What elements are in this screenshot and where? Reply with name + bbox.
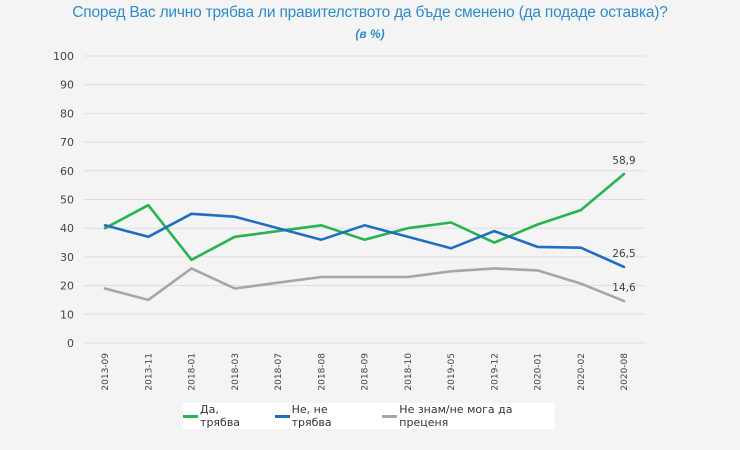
data-label: 26,5 [612,248,635,260]
x-tick-label: 2019-05 [447,353,457,391]
y-tick-label: 10 [60,308,74,321]
data-point [450,221,452,223]
data-point [320,224,322,226]
y-tick-label: 30 [60,251,74,264]
x-tick-label: 2020-08 [620,353,630,391]
x-tick-label: 2019-12 [490,353,500,391]
data-point [450,270,452,272]
data-point [580,247,582,249]
y-tick-label: 0 [67,337,74,350]
x-tick-label: 2018-03 [231,353,241,391]
data-point [234,236,236,238]
data-point [623,173,625,175]
data-point [277,282,279,284]
data-point [407,227,409,229]
x-tick-label: 2013-09 [101,353,111,391]
legend-label-no: Не, не трябва [291,403,332,429]
data-point [493,267,495,269]
data-point [493,230,495,232]
x-tick-label: 2018-08 [317,353,327,391]
data-point [623,300,625,302]
y-tick-label: 60 [60,165,74,178]
x-tick-label: 2020-01 [534,353,544,391]
legend-item-yes: Да, трябва [183,403,259,429]
legend-swatch-yes [183,414,199,418]
data-point [493,241,495,243]
legend-swatch-dont-know [382,414,398,418]
legend-item-no: Не, не трябва [274,403,367,429]
data-point [104,224,106,226]
series-line-dont-know [103,267,626,303]
series-line-no [103,212,626,269]
data-point [104,287,106,289]
legend-label-yes: Да, трябва [200,403,241,429]
y-tick-label: 70 [60,136,74,149]
data-point [277,227,279,229]
x-tick-label: 2018-07 [274,353,284,391]
data-point [580,209,582,211]
x-tick-label: 2013-11 [144,353,154,391]
data-point [234,287,236,289]
x-tick-label: 2018-10 [404,353,414,391]
data-point [623,266,625,268]
data-point [147,299,149,301]
data-point [536,246,538,248]
chart-title: Според Вас лично трябва ли правителствот… [72,4,668,21]
data-point [363,224,365,226]
data-point [320,276,322,278]
data-point [190,213,192,215]
y-tick-label: 100 [53,50,74,63]
data-point [363,238,365,240]
chart-subtitle: (в %) [355,27,385,41]
y-tick-label: 50 [60,194,74,207]
data-point [407,236,409,238]
y-tick-label: 40 [60,222,74,235]
data-point [147,236,149,238]
data-point [147,204,149,206]
data-point [234,216,236,218]
data-point [320,238,322,240]
data-label: 14,6 [612,282,636,294]
y-tick-label: 90 [60,79,74,92]
data-point [450,247,452,249]
data-point [363,276,365,278]
data-point [190,259,192,261]
data-label: 58,9 [612,155,635,167]
x-tick-label: 2018-01 [188,353,198,391]
data-point [580,282,582,284]
data-point [536,269,538,271]
y-tick-label: 80 [60,107,74,120]
data-point [190,267,192,269]
legend: Да, трябва Не, не трябва Не знам/не мога… [183,403,555,429]
data-point [536,223,538,225]
data-point [277,230,279,232]
legend-swatch-no [274,414,290,418]
legend-label-dont-know: Не знам/не мога да преценя [399,403,513,429]
x-tick-label: 2020-02 [577,353,587,391]
data-point [104,227,106,229]
legend-item-dont-know: Не знам/не мога да преценя [382,403,555,429]
series-line-yes [103,172,626,262]
x-tick-label: 2018-09 [361,353,371,391]
data-point [407,276,409,278]
y-tick-label: 20 [60,280,74,293]
